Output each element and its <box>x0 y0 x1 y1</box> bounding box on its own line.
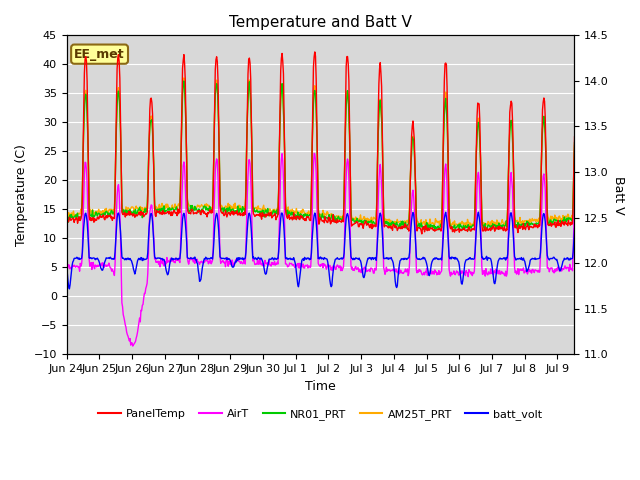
X-axis label: Time: Time <box>305 380 335 393</box>
Text: EE_met: EE_met <box>74 48 125 60</box>
Title: Temperature and Batt V: Temperature and Batt V <box>229 15 412 30</box>
Legend: PanelTemp, AirT, NR01_PRT, AM25T_PRT, batt_volt: PanelTemp, AirT, NR01_PRT, AM25T_PRT, ba… <box>94 405 547 424</box>
Y-axis label: Batt V: Batt V <box>612 176 625 214</box>
Y-axis label: Temperature (C): Temperature (C) <box>15 144 28 246</box>
